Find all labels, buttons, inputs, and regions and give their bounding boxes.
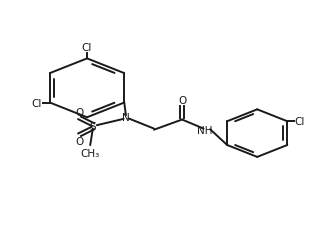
Text: N: N (122, 113, 130, 123)
Text: CH₃: CH₃ (81, 148, 100, 158)
Text: Cl: Cl (295, 117, 305, 127)
Text: O: O (76, 136, 84, 146)
Text: NH: NH (198, 125, 213, 135)
Text: O: O (178, 95, 186, 105)
Text: Cl: Cl (82, 43, 92, 53)
Text: S: S (89, 122, 96, 132)
Text: O: O (76, 107, 84, 117)
Text: Cl: Cl (31, 98, 42, 108)
